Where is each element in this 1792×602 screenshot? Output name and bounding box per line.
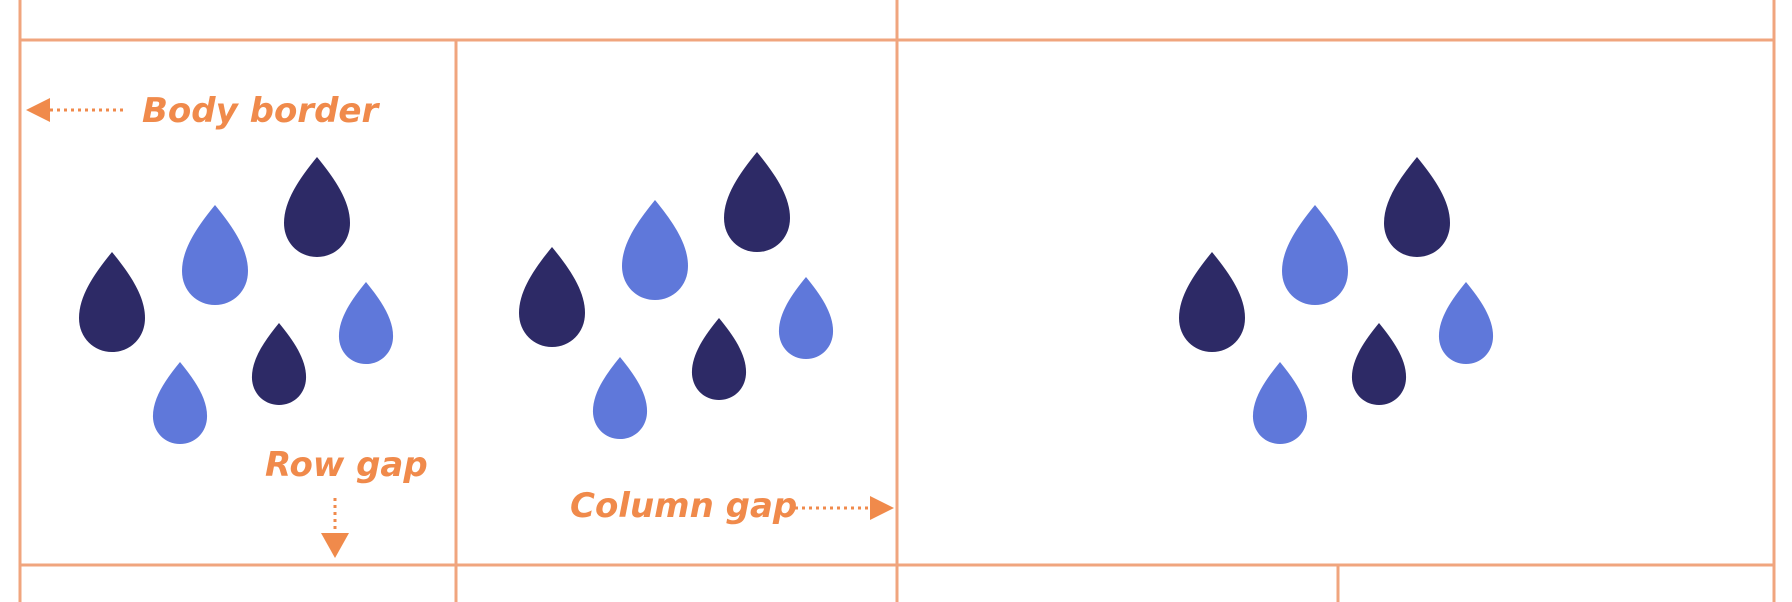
water-drop-icon — [152, 362, 208, 444]
water-drops-cluster-right — [1179, 157, 1494, 444]
row-gap-annotation: Row gap — [265, 445, 428, 558]
water-drop-icon — [691, 318, 747, 400]
water-drop-icon — [519, 247, 585, 347]
water-drop-icon — [182, 205, 248, 305]
water-drop-icon — [1282, 205, 1348, 305]
grid-lines — [18, 0, 1776, 602]
water-drop-icon — [284, 157, 350, 257]
row-gap-label: Row gap — [265, 445, 428, 485]
water-drop-icon — [778, 277, 834, 359]
water-drop-icon — [592, 357, 648, 439]
water-drop-icon — [1252, 362, 1308, 444]
water-drops-cluster-left — [79, 157, 394, 444]
body-border-annotation: Body border — [26, 91, 380, 131]
body-border-label: Body border — [142, 91, 380, 131]
column-gap-annotation: Column gap — [570, 486, 894, 526]
water-drop-icon — [79, 252, 145, 352]
water-drop-icon — [1351, 323, 1407, 405]
water-drop-icon — [338, 282, 394, 364]
water-drop-icon — [251, 323, 307, 405]
arrow-left-icon — [26, 98, 50, 122]
arrow-right-icon — [870, 496, 894, 520]
water-drop-icon — [724, 152, 790, 252]
water-drop-icon — [1438, 282, 1494, 364]
water-drop-icon — [1179, 252, 1245, 352]
water-drop-icon — [622, 200, 688, 300]
arrow-down-icon — [321, 533, 349, 558]
water-drops-cluster-middle — [519, 152, 834, 439]
column-gap-label: Column gap — [570, 486, 797, 526]
water-drop-icon — [1384, 157, 1450, 257]
